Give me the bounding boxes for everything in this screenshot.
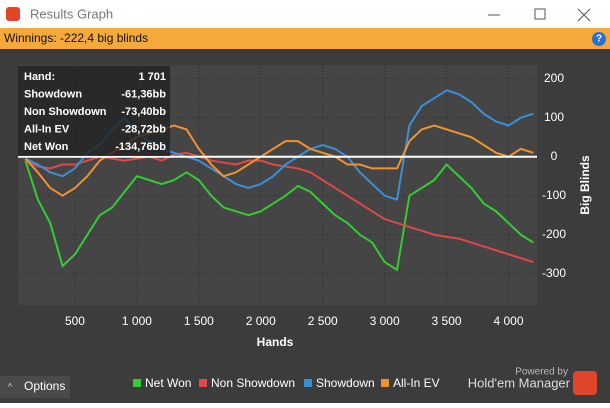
tooltip-label: Non Showdown — [24, 106, 107, 118]
x-tick-label: 2 500 — [308, 314, 338, 328]
maximize-button[interactable] — [534, 8, 546, 20]
tooltip-label: Hand: — [24, 71, 55, 83]
powered-by: Powered by — [515, 367, 568, 378]
y-tick-label: -100 — [542, 188, 566, 202]
x-tick-label: 1 000 — [122, 314, 152, 328]
legend-label: All-In EV — [393, 376, 440, 390]
close-button[interactable] — [577, 8, 591, 22]
tooltip-value: -61,36bb — [121, 88, 166, 100]
tooltip-value: -28,72bb — [121, 123, 166, 135]
x-tick-label: 1 500 — [184, 314, 214, 328]
tooltip-rows: Hand: 1 701 Showdown -61,36bb Non Showdown -7… — [24, 71, 166, 153]
help-button[interactable] — [592, 32, 606, 46]
series-line — [25, 151, 534, 264]
tooltip-value: -134,76bb — [115, 141, 166, 153]
help-icon[interactable]: ? — [596, 34, 602, 45]
x-tick-label: 3 500 — [432, 314, 462, 328]
brand: Hold'em Manager — [468, 375, 571, 390]
tooltip — [18, 66, 170, 156]
x-tick-label: 3 000 — [370, 314, 400, 328]
x-tick-label: 2 000 — [246, 314, 276, 328]
y-tick-label: -200 — [542, 227, 566, 241]
tooltip-value: 1 701 — [138, 71, 166, 83]
legend-swatch — [133, 379, 141, 387]
plot: 500 1 000 1 500 2 000 2 500 3 000 3 500 4 000 20… — [18, 65, 566, 328]
y-tick-label: 200 — [544, 71, 564, 85]
legend-swatch — [199, 379, 207, 387]
y-tick-label: -300 — [542, 266, 566, 280]
legend-swatch — [304, 379, 312, 387]
title-bar — [0, 0, 610, 28]
y-tick-label: 0 — [551, 149, 558, 163]
winnings: Winnings: -222,4 big blinds — [4, 31, 148, 45]
options-label[interactable]: Options — [24, 379, 65, 393]
tooltip-label: All-In EV — [24, 123, 70, 135]
legend-label: Net Won — [145, 376, 191, 390]
series-line — [24, 160, 534, 272]
tooltip-label: Net Won — [24, 141, 69, 153]
window-title: Results Graph — [30, 6, 113, 21]
x-tick-label: 500 — [65, 314, 85, 328]
x-axis-title: Hands — [257, 335, 294, 349]
y-axis-title: Big Blinds — [578, 155, 592, 215]
legend-label: Showdown — [316, 376, 375, 390]
legend: Net Won Non Showdown Showdown All-In EV — [133, 376, 440, 390]
status-bar — [0, 28, 610, 49]
y-tick-label: 100 — [544, 110, 564, 124]
tooltip-label: Showdown — [24, 88, 82, 100]
tooltip-value: -73,40bb — [121, 106, 166, 118]
app-icon — [6, 7, 20, 21]
legend-label: Non Showdown — [211, 376, 295, 390]
options-button[interactable] — [0, 376, 70, 398]
brand-logo — [573, 371, 597, 395]
options-caret: ^ — [8, 381, 13, 391]
x-tick-label: 4 000 — [493, 314, 523, 328]
legend-swatch — [381, 379, 389, 387]
